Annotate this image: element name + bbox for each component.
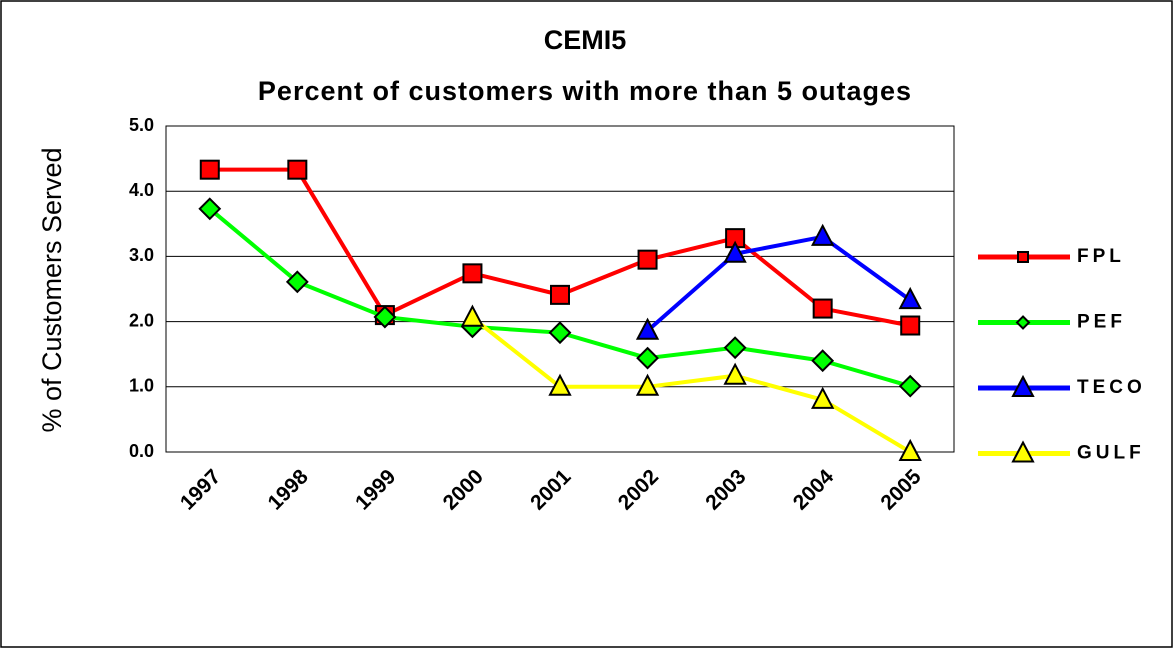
legend-label: FPL <box>1077 246 1125 267</box>
marker <box>723 240 747 263</box>
legend-label: PEF <box>1077 312 1126 333</box>
y-tick-label: 0.0 <box>129 441 154 461</box>
marker <box>723 336 747 360</box>
marker <box>635 317 660 340</box>
marker <box>1015 315 1031 330</box>
marker <box>811 223 835 246</box>
marker <box>287 159 308 180</box>
marker <box>548 373 572 396</box>
series-line <box>646 234 912 333</box>
marker <box>373 305 397 329</box>
marker <box>548 321 572 345</box>
marker <box>1011 440 1035 463</box>
legend-label: TECO <box>1077 377 1146 398</box>
marker <box>637 249 658 270</box>
marker <box>462 263 483 284</box>
y-tick-label: 4.0 <box>129 180 154 200</box>
marker <box>285 270 309 294</box>
marker <box>460 304 485 327</box>
marker <box>812 298 833 319</box>
marker <box>1017 251 1029 263</box>
y-tick-label: 5.0 <box>129 115 154 135</box>
marker <box>898 438 922 461</box>
y-tick-label: 1.0 <box>129 376 154 396</box>
marker <box>550 284 570 305</box>
chart-title: CEMI5 <box>544 25 627 55</box>
marker <box>900 315 921 336</box>
marker <box>898 374 922 398</box>
y-tick-label: 3.0 <box>129 245 154 265</box>
marker <box>198 197 222 221</box>
marker <box>811 386 835 409</box>
marker <box>636 346 659 370</box>
marker <box>898 286 922 310</box>
y-tick-label: 2.0 <box>129 310 154 330</box>
marker <box>723 362 747 385</box>
chart-subtitle: Percent of customers with more than 5 ou… <box>258 76 912 106</box>
marker <box>1011 374 1035 397</box>
marker <box>811 349 835 373</box>
series-line <box>471 316 912 454</box>
y-axis-label: % of Customers Served <box>37 147 67 432</box>
legend-label: GULF <box>1077 443 1145 464</box>
marker <box>635 373 660 396</box>
marker <box>199 159 220 180</box>
